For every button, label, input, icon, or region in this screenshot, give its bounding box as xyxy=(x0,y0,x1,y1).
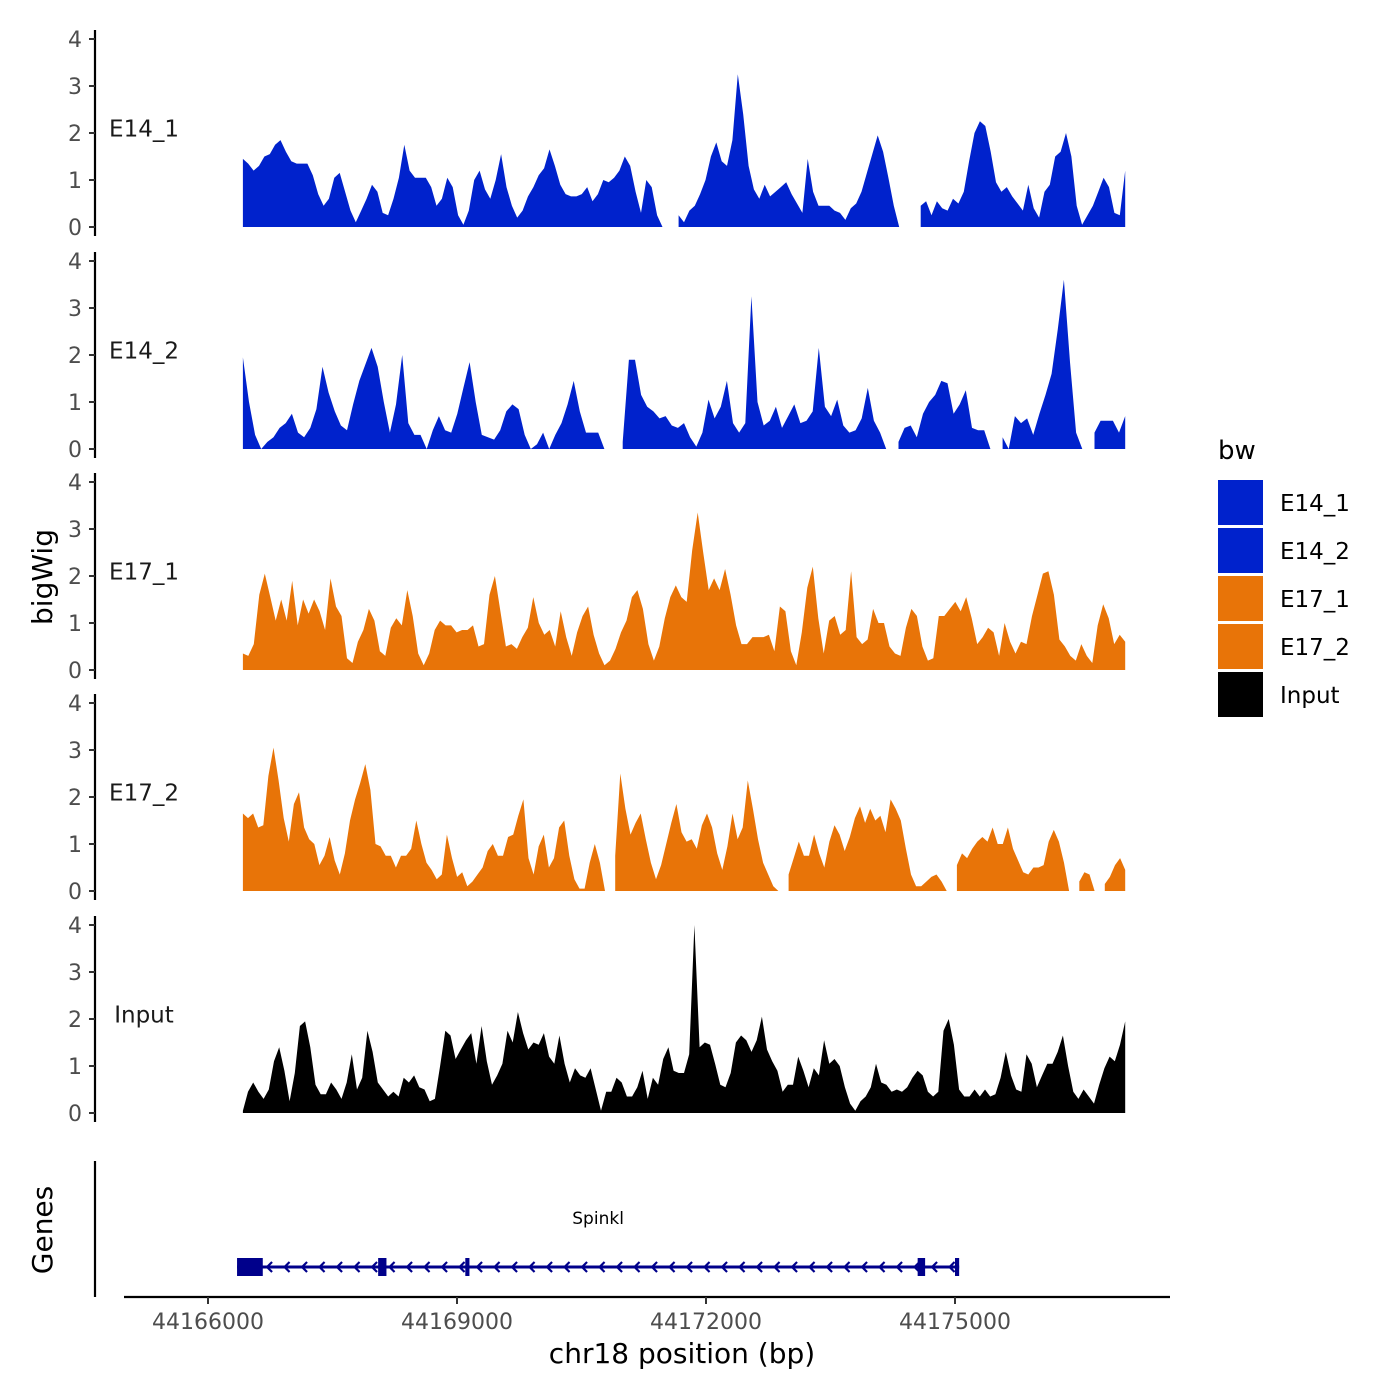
track-E14_1: 0 1 2 3 4 E14_1 xyxy=(68,28,1125,241)
y-tick-label: 0 xyxy=(68,880,82,905)
x-tick-label: 44175000 xyxy=(899,1310,1011,1335)
y-tick-label: 1 xyxy=(68,1055,82,1080)
y-tick-label: 4 xyxy=(68,692,82,717)
y-tick-label: 2 xyxy=(68,344,82,369)
y-tick-label: 1 xyxy=(68,833,82,858)
exon xyxy=(378,1258,386,1276)
track-E17_1: 0 1 2 3 4 E17_1 xyxy=(68,471,1125,684)
tracks: 0 1 2 3 4 E14_1 0 1 2 3 4 E14_2 0 1 2 3 4 E17_1 0 1 2 3 4 E17_2… xyxy=(68,28,1125,1127)
y-axis-title: bigWig xyxy=(26,529,59,625)
area-E14_1 xyxy=(243,140,663,227)
y-tick-label: 4 xyxy=(68,250,82,275)
y-tick-label: 3 xyxy=(68,518,82,543)
legend-item: E14_2 xyxy=(1218,528,1350,573)
legend-swatch xyxy=(1218,528,1263,573)
x-axis-title: chr18 position (bp) xyxy=(549,1337,815,1370)
track-label: Input xyxy=(114,1002,174,1028)
genes-axis-title: Genes xyxy=(26,1186,59,1274)
track-E14_2: 0 1 2 3 4 E14_2 xyxy=(68,250,1125,463)
y-tick-label: 2 xyxy=(68,122,82,147)
y-tick-label: 1 xyxy=(68,612,82,637)
y-tick-label: 4 xyxy=(68,28,82,53)
y-tick-label: 0 xyxy=(68,1102,82,1127)
exon xyxy=(918,1258,925,1276)
area-E14_2 xyxy=(1095,416,1126,449)
area-E14_2 xyxy=(899,381,991,449)
area-E17_2 xyxy=(957,828,1069,892)
genes-panel: Spinkl xyxy=(95,1161,959,1297)
area-E17_1 xyxy=(243,513,1125,671)
track-label: E14_2 xyxy=(109,338,179,364)
y-tick-label: 2 xyxy=(68,1008,82,1033)
legend-swatch xyxy=(1218,576,1263,621)
y-tick-label: 4 xyxy=(68,471,82,496)
legend-label: E14_1 xyxy=(1280,491,1350,517)
exon xyxy=(465,1258,469,1276)
legend-swatch xyxy=(1218,480,1263,525)
legend-title: bw xyxy=(1218,436,1256,466)
area-E14_1 xyxy=(921,121,1125,227)
legend-item: E14_1 xyxy=(1218,480,1350,525)
area-E17_2 xyxy=(615,774,778,892)
area-E17_2 xyxy=(1105,858,1125,891)
legend-swatch xyxy=(1218,672,1263,717)
y-tick-label: 0 xyxy=(68,659,82,684)
area-E14_2 xyxy=(623,296,887,449)
chart: 0 1 2 3 4 E14_1 0 1 2 3 4 E14_2 0 1 2 3 4 E17_1 0 1 2 3 4 E17_2… xyxy=(0,0,1400,1400)
area-E17_2 xyxy=(1079,872,1094,891)
area-Input xyxy=(243,925,1125,1113)
exon xyxy=(955,1258,959,1276)
legend-swatch xyxy=(1218,624,1263,669)
area-E14_2 xyxy=(243,348,605,449)
area-E14_2 xyxy=(1003,280,1083,449)
area-E17_2 xyxy=(789,799,947,891)
area-E14_1 xyxy=(679,74,900,227)
legend-label: E17_2 xyxy=(1280,635,1350,661)
track-label: E17_2 xyxy=(109,780,179,806)
y-tick-label: 2 xyxy=(68,565,82,590)
y-tick-label: 3 xyxy=(68,961,82,986)
gene-Spinkl: Spinkl xyxy=(237,1209,959,1276)
legend-label: Input xyxy=(1280,683,1340,709)
track-label: E17_1 xyxy=(109,559,179,585)
area-E17_2 xyxy=(243,748,605,891)
track-label: E14_1 xyxy=(109,116,179,142)
x-tick-label: 44172000 xyxy=(650,1310,762,1335)
x-tick-label: 44166000 xyxy=(152,1310,264,1335)
track-Input: 0 1 2 3 4 Input xyxy=(68,914,1125,1127)
legend-label: E17_1 xyxy=(1280,587,1350,613)
legend-item: Input xyxy=(1218,672,1340,717)
y-tick-label: 1 xyxy=(68,391,82,416)
y-tick-label: 0 xyxy=(68,216,82,241)
y-tick-label: 4 xyxy=(68,914,82,939)
legend: bw E14_1 E14_2 E17_1 E17_2 Input xyxy=(1218,436,1350,717)
x-axis: 44166000 44169000 44172000 44175000 xyxy=(124,1297,1170,1335)
gene-name: Spinkl xyxy=(572,1209,624,1229)
y-tick-label: 3 xyxy=(68,75,82,100)
legend-item: E17_1 xyxy=(1218,576,1350,621)
y-tick-label: 3 xyxy=(68,297,82,322)
legend-label: E14_2 xyxy=(1280,539,1350,565)
x-tick-label: 44169000 xyxy=(401,1310,513,1335)
y-tick-label: 2 xyxy=(68,786,82,811)
exon xyxy=(237,1258,263,1276)
y-tick-label: 1 xyxy=(68,169,82,194)
y-tick-label: 0 xyxy=(68,438,82,463)
track-E17_2: 0 1 2 3 4 E17_2 xyxy=(68,692,1125,905)
legend-item: E17_2 xyxy=(1218,624,1350,669)
y-tick-label: 3 xyxy=(68,739,82,764)
